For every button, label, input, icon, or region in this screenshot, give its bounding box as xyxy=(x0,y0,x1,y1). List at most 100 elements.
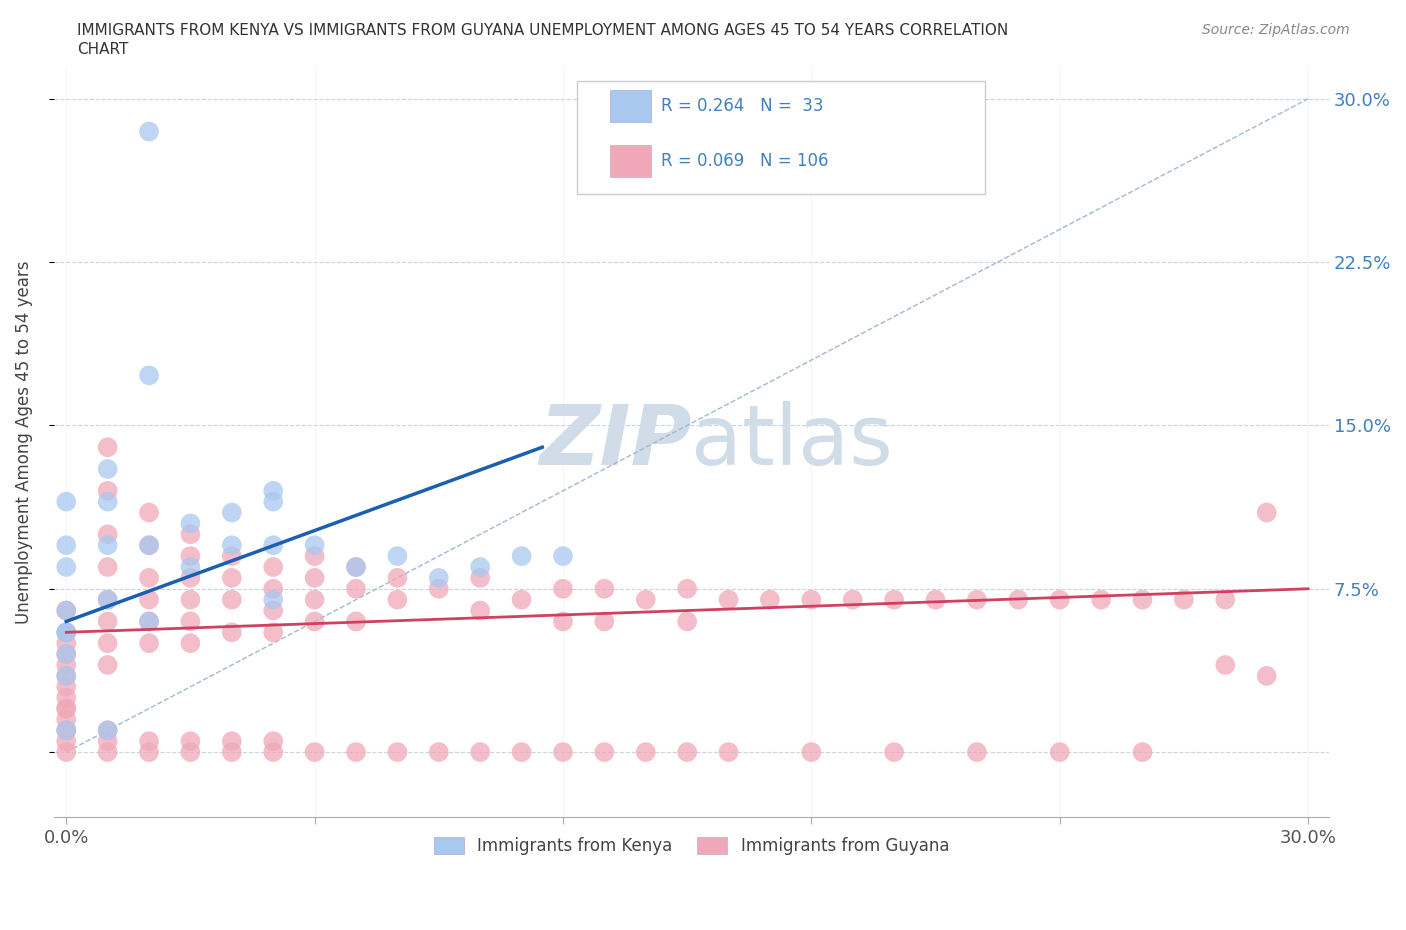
Point xyxy=(427,570,450,585)
Point xyxy=(344,560,367,575)
Point xyxy=(510,549,533,564)
Point xyxy=(221,549,243,564)
Point xyxy=(55,669,77,684)
Point xyxy=(1256,669,1278,684)
Point xyxy=(179,527,201,542)
Point xyxy=(262,581,284,596)
Point xyxy=(1213,592,1236,607)
Point xyxy=(138,124,160,139)
Text: R = 0.069   N = 106: R = 0.069 N = 106 xyxy=(661,152,828,170)
Point xyxy=(470,560,492,575)
Point xyxy=(221,734,243,749)
Point xyxy=(55,723,77,737)
Point xyxy=(179,734,201,749)
Point xyxy=(55,646,77,661)
Point xyxy=(179,614,201,629)
Point xyxy=(55,636,77,651)
Point xyxy=(138,538,160,552)
Point xyxy=(55,723,77,737)
Point xyxy=(55,679,77,694)
Point xyxy=(138,734,160,749)
Point xyxy=(179,636,201,651)
Point xyxy=(179,570,201,585)
Point xyxy=(304,549,326,564)
Point xyxy=(551,549,574,564)
Point xyxy=(179,516,201,531)
Legend: Immigrants from Kenya, Immigrants from Guyana: Immigrants from Kenya, Immigrants from G… xyxy=(427,830,956,862)
Point xyxy=(759,592,782,607)
Point xyxy=(97,440,120,455)
Point xyxy=(179,592,201,607)
Point xyxy=(593,581,616,596)
Point xyxy=(1007,592,1029,607)
Point xyxy=(1049,592,1071,607)
Point xyxy=(304,745,326,760)
Point xyxy=(634,745,657,760)
Point xyxy=(551,581,574,596)
Point xyxy=(97,494,120,509)
Point xyxy=(97,538,120,552)
Point xyxy=(1132,745,1154,760)
Text: atlas: atlas xyxy=(692,401,893,483)
Point xyxy=(55,646,77,661)
Point xyxy=(304,614,326,629)
Point xyxy=(262,734,284,749)
Point xyxy=(221,592,243,607)
Point xyxy=(304,570,326,585)
Point xyxy=(138,636,160,651)
Point xyxy=(262,592,284,607)
Point xyxy=(179,560,201,575)
Point xyxy=(138,505,160,520)
Text: Source: ZipAtlas.com: Source: ZipAtlas.com xyxy=(1202,23,1350,37)
Text: R = 0.264   N =  33: R = 0.264 N = 33 xyxy=(661,97,823,115)
Point xyxy=(883,592,905,607)
Point xyxy=(55,745,77,760)
Point xyxy=(387,570,409,585)
Point xyxy=(510,592,533,607)
Point xyxy=(55,494,77,509)
Point xyxy=(55,690,77,705)
FancyBboxPatch shape xyxy=(610,90,651,122)
Point xyxy=(55,658,77,672)
Point xyxy=(97,527,120,542)
Point xyxy=(676,581,699,596)
Point xyxy=(387,592,409,607)
Point xyxy=(387,745,409,760)
Point xyxy=(138,614,160,629)
Text: ZIP: ZIP xyxy=(538,401,692,483)
Point xyxy=(551,614,574,629)
Point xyxy=(97,592,120,607)
Point xyxy=(427,581,450,596)
Point xyxy=(55,538,77,552)
Point xyxy=(262,745,284,760)
Point xyxy=(55,625,77,640)
Point xyxy=(262,494,284,509)
Point xyxy=(138,614,160,629)
Point xyxy=(97,592,120,607)
Point xyxy=(97,658,120,672)
Point xyxy=(470,745,492,760)
Point xyxy=(1132,592,1154,607)
Point xyxy=(138,592,160,607)
Point xyxy=(221,625,243,640)
Point xyxy=(344,581,367,596)
Point xyxy=(55,734,77,749)
Point xyxy=(55,669,77,684)
Point xyxy=(221,538,243,552)
Point xyxy=(510,745,533,760)
Point xyxy=(262,538,284,552)
Point xyxy=(97,484,120,498)
Point xyxy=(97,636,120,651)
Point xyxy=(221,745,243,760)
Point xyxy=(634,592,657,607)
Point xyxy=(55,603,77,618)
Point xyxy=(1049,745,1071,760)
Point xyxy=(966,745,988,760)
Point xyxy=(593,745,616,760)
Point xyxy=(717,592,740,607)
Text: IMMIGRANTS FROM KENYA VS IMMIGRANTS FROM GUYANA UNEMPLOYMENT AMONG AGES 45 TO 54: IMMIGRANTS FROM KENYA VS IMMIGRANTS FROM… xyxy=(77,23,1008,38)
Point xyxy=(1173,592,1195,607)
Point xyxy=(262,625,284,640)
Point xyxy=(55,560,77,575)
Point xyxy=(717,745,740,760)
